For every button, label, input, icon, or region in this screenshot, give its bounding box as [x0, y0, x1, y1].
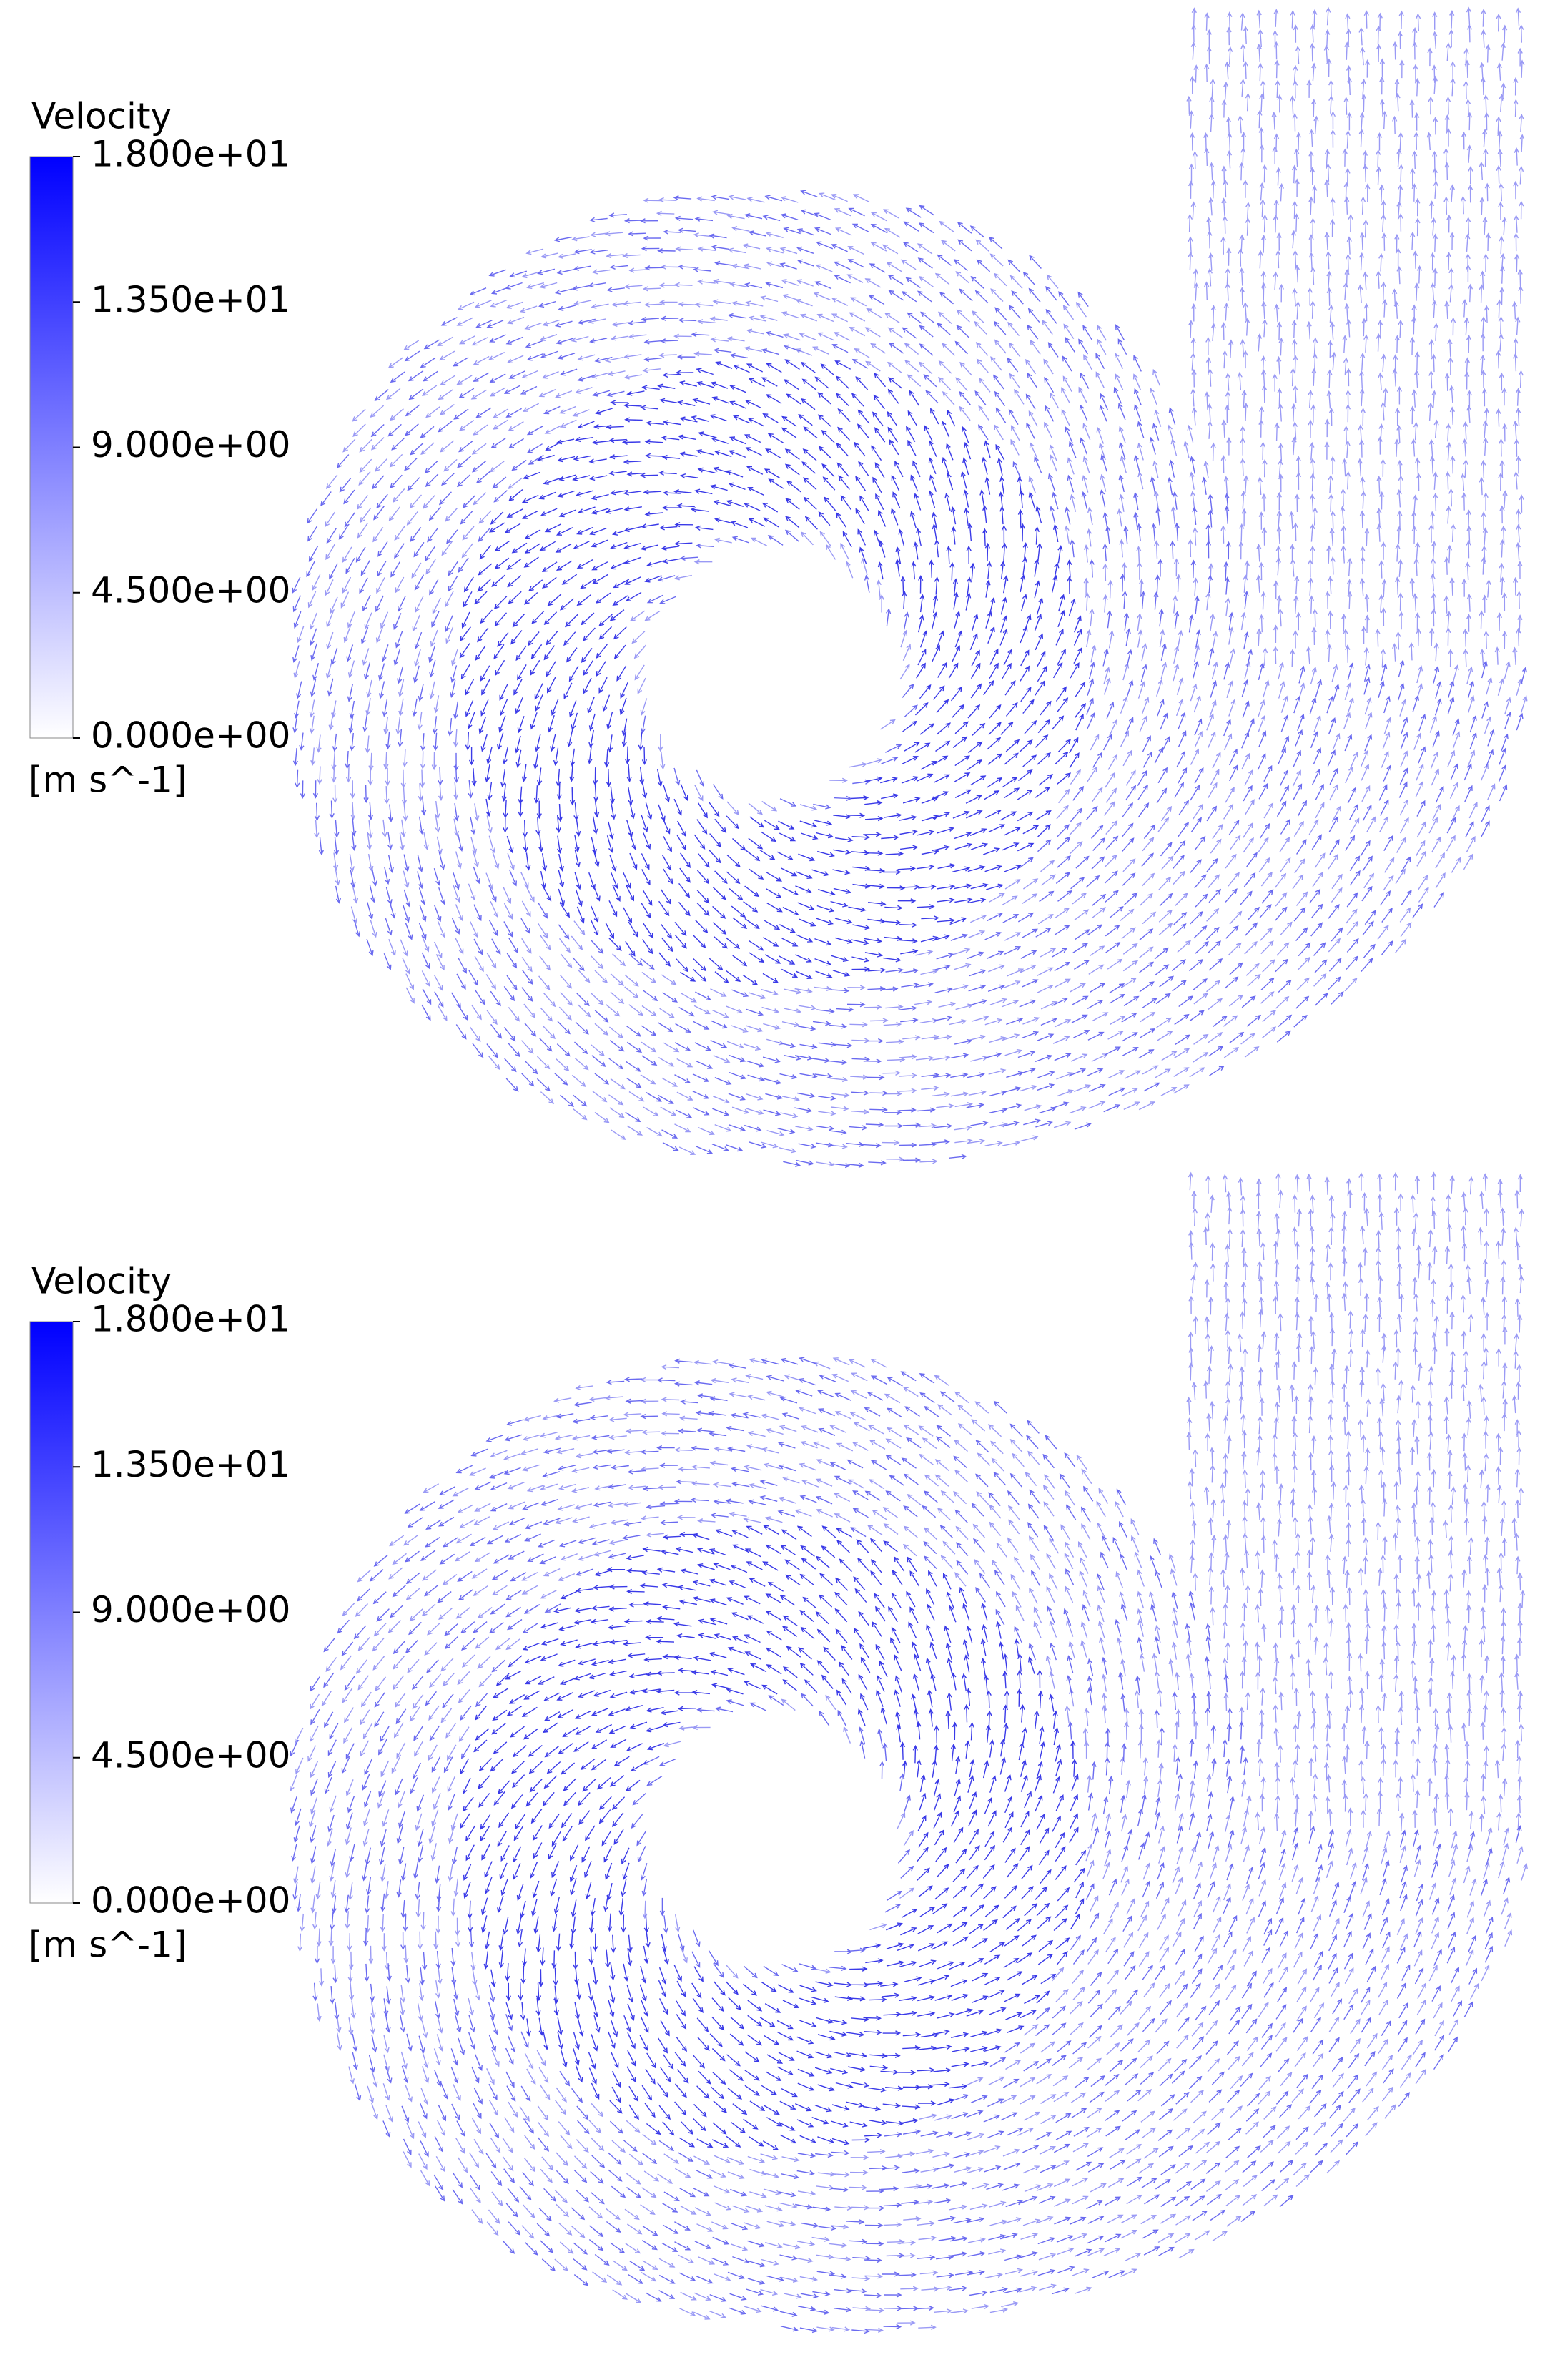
velocity-vectors [459, 359, 1087, 985]
color-bar [29, 1321, 74, 1904]
velocity-vectors [290, 1357, 1522, 2334]
legend-unit: [m s^-1] [29, 1924, 187, 1966]
tick-label: 1.350e+01 [91, 1444, 290, 1485]
velocity-vectors [292, 190, 1527, 1169]
velocity-vectors [460, 1525, 1087, 2150]
tick-label: 1.350e+01 [91, 279, 290, 320]
legend-title: Velocity [31, 96, 172, 137]
tick-label: 0.000e+00 [91, 715, 290, 757]
velocity-vectors [293, 6, 1528, 1167]
velocity-vectors [290, 1171, 1528, 2333]
tick-label: 1.800e+01 [91, 134, 290, 175]
tick-label: 4.500e+00 [91, 1734, 290, 1776]
tick-label: 9.000e+00 [91, 424, 290, 466]
tick-label: 1.800e+01 [91, 1299, 290, 1340]
legend-title: Velocity [31, 1261, 172, 1302]
tick-label: 4.500e+00 [91, 569, 290, 611]
legend-unit: [m s^-1] [29, 759, 187, 801]
color-bar [29, 156, 74, 739]
tick-label: 9.000e+00 [91, 1589, 290, 1631]
tick-label: 0.000e+00 [91, 1880, 290, 1922]
